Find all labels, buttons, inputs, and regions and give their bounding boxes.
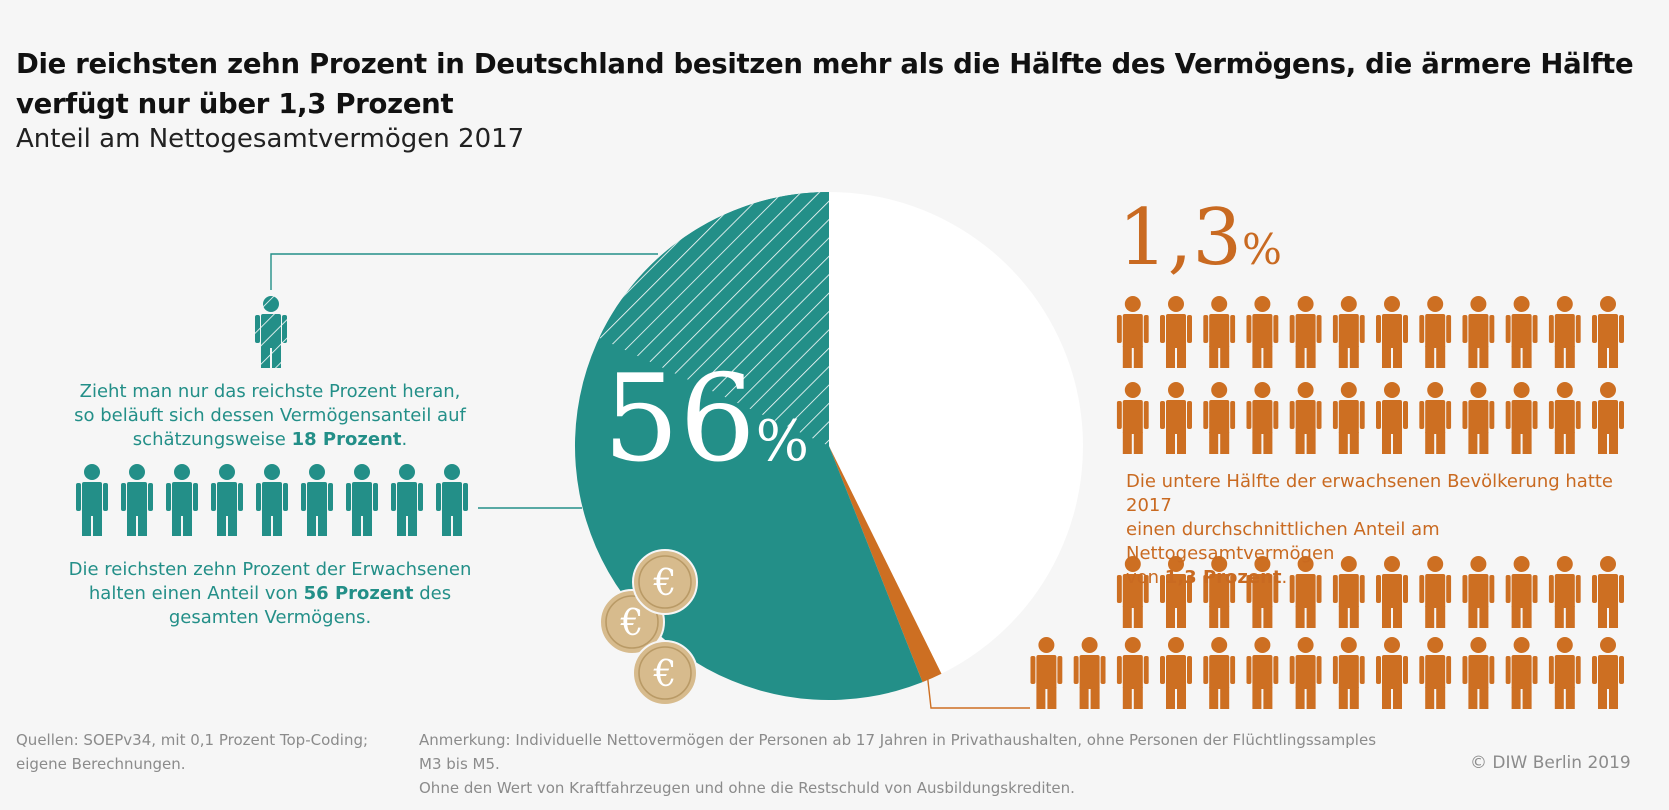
annotation-bottom-line3: gesamten Vermögens.	[168, 607, 372, 628]
note-line2: Ohne den Wert von Kraftfahrzeugen und oh…	[419, 779, 1075, 797]
annotation-right-line2: einen durchschnittlichen Anteil am Netto…	[1126, 519, 1440, 564]
connector-lines	[270, 253, 1030, 709]
right-big-unit: %	[1242, 225, 1282, 274]
person-icon	[436, 464, 468, 536]
person-icon	[346, 464, 378, 536]
person-icon	[1116, 382, 1149, 454]
person-icon	[1332, 296, 1365, 368]
person-icon	[1116, 296, 1149, 368]
person-icon	[301, 464, 333, 536]
annotation-right-line3: von 1,3 Prozent.	[1126, 566, 1646, 590]
annotation-bottom-line2: halten einen Anteil von 56 Prozent des	[60, 582, 480, 606]
person-icon	[1592, 296, 1624, 368]
annotation-top-line3-bold: 18 Prozent	[291, 429, 402, 450]
person-icon	[1592, 637, 1624, 709]
person-icon	[1376, 382, 1408, 454]
person-icon	[1160, 637, 1192, 709]
person-icon	[1548, 382, 1581, 454]
person-icon	[1203, 296, 1236, 368]
person-icon	[1289, 296, 1322, 368]
person-icon	[1462, 637, 1495, 709]
euro-coin-icon: €	[632, 549, 698, 615]
pie-big-label: 56%	[603, 360, 809, 480]
person-icon	[166, 464, 198, 536]
footer-sources: Quellen: SOEPv34, mit 0,1 Prozent Top-Co…	[16, 728, 368, 776]
person-icon	[1419, 382, 1452, 454]
person-icon	[1246, 637, 1279, 709]
person-icon	[211, 464, 243, 536]
person-icon	[1073, 637, 1106, 709]
svg-text:€: €	[653, 563, 677, 604]
annotation-right-line3-bold: 1,3 Prozent	[1164, 567, 1282, 588]
chart-title: Die reichsten zehn Prozent in Deutschlan…	[16, 48, 1634, 120]
euro-coin-icon: €	[632, 640, 698, 706]
person-icon	[1592, 382, 1624, 454]
person-icon	[1462, 296, 1495, 368]
annotation-top-line3: schätzungsweise 18 Prozent.	[60, 428, 480, 452]
person-icon	[1332, 382, 1365, 454]
person-icon	[1548, 637, 1581, 709]
svg-text:€: €	[653, 654, 677, 695]
annotation-right-line1: Die untere Hälfte der erwachsenen Bevölk…	[1126, 471, 1614, 516]
annotation-bottom-line2-pre: halten einen Anteil von	[88, 583, 304, 604]
person-icon	[1376, 296, 1408, 368]
person-icon	[1203, 637, 1236, 709]
annotation-top-line3-pre: schätzungsweise	[132, 429, 292, 450]
person-icon	[1505, 637, 1538, 709]
person-icon	[391, 464, 423, 536]
annotation-bottom-line1: Die reichsten zehn Prozent der Erwachsen…	[68, 559, 472, 580]
person-icon	[1419, 296, 1452, 368]
person-icon	[121, 464, 153, 536]
person-icon	[256, 464, 288, 536]
person-icon	[76, 464, 108, 536]
person-icon	[1116, 637, 1149, 709]
chart-subtitle: Anteil am Nettogesamtvermögen 2017	[16, 124, 525, 154]
annotation-ten-percent: Die reichsten zehn Prozent der Erwachsen…	[60, 558, 480, 630]
annotation-top-line3-post: .	[401, 429, 408, 450]
person-icon	[1505, 296, 1538, 368]
svg-text:€: €	[620, 603, 644, 644]
person-icon	[1548, 296, 1581, 368]
annotation-top-line1: Zieht man nur das reichste Prozent heran…	[79, 381, 461, 402]
sources-line1: Quellen: SOEPv34, mit 0,1 Prozent Top-Co…	[16, 731, 369, 749]
person-icon	[1505, 382, 1538, 454]
person-icon	[1160, 296, 1192, 368]
footer-copyright: © DIW Berlin 2019	[1470, 753, 1631, 773]
person-icon	[1203, 382, 1236, 454]
person-icon	[1376, 637, 1408, 709]
person-icon	[1289, 637, 1322, 709]
connector-top-left	[270, 253, 658, 290]
person-icon	[1030, 637, 1063, 709]
person-icon	[1462, 382, 1495, 454]
person-icon	[1289, 382, 1322, 454]
annotation-top-percent: Zieht man nur das reichste Prozent heran…	[60, 380, 480, 452]
person-icon	[1246, 382, 1279, 454]
person-icon	[1160, 382, 1192, 454]
person-icon	[1419, 637, 1452, 709]
note-line1: Anmerkung: Individuelle Nettovermögen de…	[419, 731, 1377, 773]
person-icon	[1332, 637, 1365, 709]
right-big-label: 1,3%	[1118, 196, 1282, 280]
right-big-number: 1,3	[1118, 193, 1243, 283]
connector-orange	[926, 671, 1030, 709]
footer-note: Anmerkung: Individuelle Nettovermögen de…	[419, 728, 1379, 800]
person-icon-top-one	[255, 296, 287, 368]
sources-line2: eigene Berechnungen.	[16, 755, 186, 773]
pie-big-number: 56	[603, 350, 756, 489]
person-icon	[1246, 296, 1279, 368]
euro-coins: €€€	[599, 549, 698, 706]
annotation-lower-half: Die untere Hälfte der erwachsenen Bevölk…	[1126, 470, 1646, 590]
annotation-right-line3-pre: von	[1126, 567, 1165, 588]
pie-slice-top-one-hatched	[599, 192, 829, 446]
annotation-top-line2: so beläuft sich dessen Vermögensanteil a…	[74, 405, 466, 426]
pie-slice-lower-half	[829, 446, 942, 683]
annotation-bottom-line2-bold: 56 Prozent	[303, 583, 414, 604]
annotation-right-line3-post: .	[1281, 567, 1288, 588]
pie-slice-rest	[829, 192, 1084, 674]
pie-big-unit: %	[755, 409, 809, 474]
annotation-bottom-line2-post: des	[413, 583, 452, 604]
